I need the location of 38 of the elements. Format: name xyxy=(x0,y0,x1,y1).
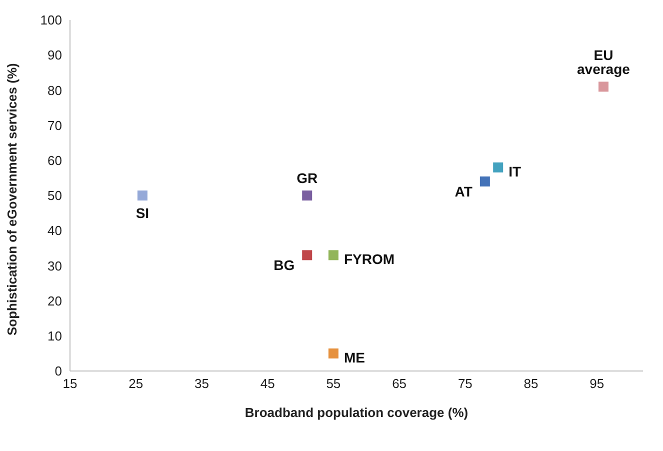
x-axis-title: Broadband population coverage (%) xyxy=(244,405,468,420)
x-tick-label: 45 xyxy=(260,376,275,392)
y-tick-label: 60 xyxy=(48,153,62,168)
y-tick-label: 100 xyxy=(40,12,62,28)
x-tick-label: 15 xyxy=(62,376,78,392)
series-label: SI xyxy=(136,204,150,221)
point xyxy=(302,250,312,260)
point xyxy=(328,348,338,358)
series-label: IT xyxy=(508,163,522,180)
point xyxy=(598,82,608,92)
point xyxy=(137,190,148,200)
x-tick-label: 65 xyxy=(392,376,407,392)
x-tick-label: 85 xyxy=(524,376,538,392)
series-label: GR xyxy=(296,170,318,186)
y-tick-label: 10 xyxy=(48,328,62,344)
series-label: BG xyxy=(274,257,295,274)
y-axis-title: Sophistication of eGovernment services (%) xyxy=(4,63,20,336)
point xyxy=(480,176,490,186)
x-tick-label: 35 xyxy=(194,376,209,392)
point xyxy=(328,250,338,260)
y-tick-label: 20 xyxy=(48,293,62,308)
series-label: EU average xyxy=(577,47,630,78)
x-tick-label: 75 xyxy=(458,376,472,392)
x-tick-label: 25 xyxy=(128,376,144,392)
y-tick-label: 90 xyxy=(48,48,62,63)
point xyxy=(302,190,312,200)
y-tick-label: 40 xyxy=(48,223,62,238)
series-label: ME xyxy=(344,349,365,366)
y-tick-label: 80 xyxy=(48,82,62,98)
point xyxy=(493,162,504,172)
y-tick-label: 0 xyxy=(54,364,62,379)
y-tick-label: 30 xyxy=(48,258,62,274)
series-label: AT xyxy=(454,183,473,200)
x-tick-label: 55 xyxy=(326,376,341,392)
y-tick-label: 70 xyxy=(48,118,62,133)
series-label: FYROM xyxy=(344,251,395,268)
y-tick-label: 50 xyxy=(48,188,62,204)
x-tick-label: 95 xyxy=(590,376,604,392)
